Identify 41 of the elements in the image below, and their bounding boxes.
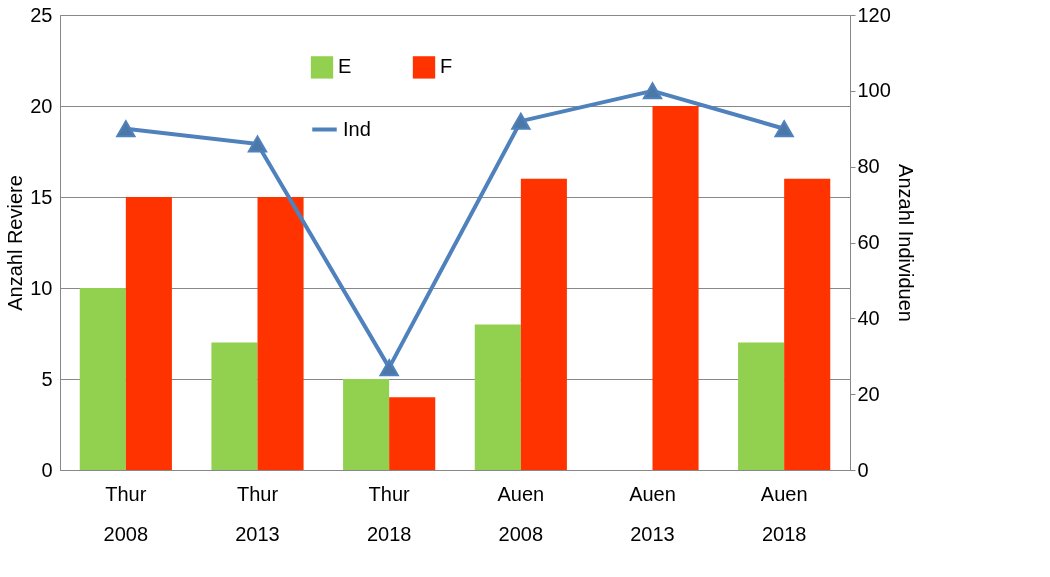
bar <box>211 342 258 470</box>
point <box>642 82 663 100</box>
y-axis-title: Anzahl Reviere <box>4 175 27 311</box>
point <box>511 112 531 130</box>
bar <box>738 342 785 470</box>
y-tick-label: 25 <box>30 3 53 26</box>
y-tick-label: 10 <box>30 276 53 299</box>
point <box>116 120 136 138</box>
bar <box>784 178 831 470</box>
y2-axis-title: Anzahl Individuen <box>894 164 917 322</box>
x-tick-label: Thur 2008 <box>103 482 149 545</box>
legend-label: F <box>440 55 453 78</box>
legend-label: E <box>338 55 352 78</box>
y-tick-label: 0 <box>41 458 53 481</box>
y2-tick-label: 40 <box>857 306 880 329</box>
x-tick-label: Thur 2018 <box>366 482 412 545</box>
bar <box>79 288 126 470</box>
y-tick-label: 5 <box>41 367 53 390</box>
y2-tick-label: 120 <box>857 3 891 26</box>
y-tick-label: 15 <box>30 185 53 208</box>
bar <box>389 397 436 470</box>
legend-label: Ind <box>343 117 371 140</box>
point <box>774 120 794 138</box>
y2-tick-label: 80 <box>857 155 880 178</box>
y2-tick-label: 0 <box>857 458 869 481</box>
bar <box>474 324 521 470</box>
y2-tick-label: 60 <box>857 231 880 253</box>
bar <box>257 197 304 470</box>
bar <box>343 379 390 470</box>
y2-tick-label: 100 <box>857 79 891 102</box>
x-tick-label: Auen 2008 <box>497 482 545 545</box>
point <box>247 135 268 153</box>
y-tick-label: 20 <box>30 94 53 117</box>
x-tick-label: Auen 2018 <box>760 482 808 545</box>
bar <box>652 106 699 470</box>
x-tick-label: Thur 2013 <box>235 482 280 545</box>
bar <box>125 197 172 470</box>
y2-tick-label: 20 <box>857 382 880 405</box>
point <box>379 359 399 377</box>
x-tick-label: Auen 2013 <box>629 482 676 545</box>
bar <box>520 178 567 470</box>
